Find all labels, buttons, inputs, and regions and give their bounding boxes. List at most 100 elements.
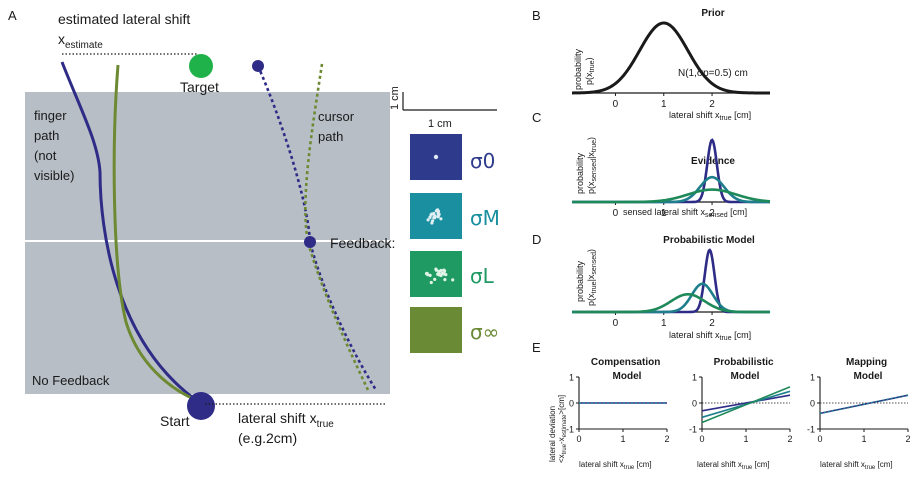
panel-b-ticks: 0 1 2	[613, 93, 715, 110]
target-marker	[189, 54, 213, 78]
panel-e3-line-1	[819, 394, 909, 415]
feedback-label: Feedback:	[330, 235, 395, 251]
true-shift-example: (e.g.2cm)	[238, 430, 297, 446]
panel-e2-ytick-label-1: 0	[692, 399, 697, 409]
sigma-m-dot-13	[432, 211, 436, 216]
sigma-m-dot-7	[428, 215, 432, 219]
panel-b-annotation: N(1,σp=0.5) cm	[678, 68, 748, 79]
panel-d-title: Probabilistic Model	[663, 235, 755, 246]
panel-b-curve-0	[571, 21, 771, 95]
panel-e3-ytick-label-1: 0	[810, 399, 815, 409]
finger-path-olive	[112, 64, 197, 402]
panel-a: A estimated lateral shift xestimate Targ…	[8, 8, 500, 446]
sigma-m-dot-11	[430, 221, 434, 225]
cursor-path-blue	[256, 65, 378, 391]
sigma-l-dot-18	[425, 271, 429, 275]
panel-e3-xtick-label-0: 0	[817, 434, 822, 444]
panel-e2: Probabilistic Model 10-10 1 2 lateral shif…	[689, 357, 793, 471]
panel-d-tick-label-1: 1	[661, 318, 667, 329]
panel-e3-ytick-label-0: 1	[810, 373, 815, 383]
sigma-inf-row: σ∞	[410, 307, 499, 353]
panel-e2-ytick-label-0: 1	[692, 373, 697, 383]
sigma-m-dot-14	[432, 216, 436, 220]
no-feedback-label: No Feedback	[32, 373, 110, 388]
sigma-l-dot-15	[428, 273, 432, 277]
panel-e1-xtick-label-1: 1	[620, 434, 625, 444]
sigma-m-row: σM	[410, 193, 500, 239]
scale-horizontal-label: 1 cm	[428, 118, 452, 130]
start-marker	[187, 392, 215, 420]
panel-d-xlabel: lateral shift xtrue [cm]	[669, 330, 751, 342]
panel-d-tick-label-0: 0	[613, 318, 619, 329]
panel-e3-xtick-label-1: 1	[861, 434, 866, 444]
sigma-l-dot-5	[443, 278, 447, 282]
panel-e2-line-0	[701, 394, 791, 412]
panel-e1-title: Compensation Model	[591, 357, 663, 382]
workspace-panel	[25, 92, 390, 394]
sigma-l-row: σL	[410, 251, 495, 297]
target-label: Target	[180, 79, 219, 95]
panel-c-tick-label-1: 1	[661, 208, 667, 219]
panel-b-tick-label-2: 2	[709, 99, 715, 110]
sigma-m-dot-16	[426, 218, 430, 222]
panel-c-curves	[572, 138, 771, 204]
panel-e3-xtick-label-2: 2	[905, 434, 910, 444]
panel-e2-xlabel: lateral shift xtrue [cm]	[697, 460, 770, 471]
panel-e2-lines	[701, 386, 791, 424]
panel-b-letter: B	[532, 8, 541, 23]
panel-e3-ytick-label-2: -1	[807, 425, 815, 435]
panel-b-ylabel-1: probability	[573, 48, 583, 90]
panel-e2-xtick-label-2: 2	[787, 434, 792, 444]
sigma-l-label: σL	[470, 264, 495, 288]
sigma-l-dot-19	[451, 278, 455, 282]
panel-d-curve-2	[572, 292, 770, 314]
sigma-l-dot-8	[442, 272, 446, 276]
panel-e1-ytick-label-0: 1	[569, 373, 574, 383]
scale-vertical-label: 1 cm	[389, 86, 401, 110]
panel-d-tick-label-2: 2	[709, 318, 715, 329]
finger-path-blue	[60, 61, 197, 402]
sigma-m-dot-10	[436, 208, 440, 212]
sigma-l-dot-16	[429, 280, 433, 285]
panel-e1-xtick-label-0: 0	[576, 434, 581, 444]
panel-b-tick-label-0: 0	[613, 99, 619, 110]
panel-c-xlabel: sensed lateral shift xsensed [cm]	[623, 207, 747, 219]
panel-d-ticks: 0 1 2	[613, 312, 715, 329]
panel-e-ylabel-1: lateral deviation	[548, 406, 557, 462]
sigma-l-dots	[424, 267, 455, 285]
panel-d-curve-1	[572, 282, 770, 314]
panel-b-xlabel: lateral shift xtrue [cm]	[669, 110, 751, 122]
panel-e2-xtick-label-1: 1	[743, 434, 748, 444]
panel-d: D Probabilistic Model probability p(xtru…	[532, 232, 770, 342]
panel-e1-xtick-label-2: 2	[664, 434, 669, 444]
feedback-marker	[304, 236, 316, 248]
panel-c-ylabel-2: p(xsensed|xtrue)	[586, 137, 598, 194]
panel-c-letter: C	[532, 110, 541, 125]
sigma-inf-box	[410, 307, 462, 353]
panel-e2-ytick-label-2: -1	[689, 425, 697, 435]
panel-d-ylabel-2: p(xtrue|xsensed)	[586, 249, 598, 306]
cursor-end-marker	[252, 60, 264, 72]
panel-e1-xlabel: lateral shift xtrue [cm]	[579, 460, 652, 471]
start-label: Start	[160, 413, 190, 429]
panel-d-curves	[572, 248, 770, 314]
sigma-l-dot-9	[433, 277, 437, 281]
panel-e1: Compensation Model 10-10 1 2 lateral shift…	[566, 357, 670, 471]
x-estimate-label: xestimate	[58, 31, 103, 51]
panel-c-title: Evidence	[691, 156, 735, 167]
panel-e2-xtick-label-0: 0	[699, 434, 704, 444]
panel-c-ylabel-1: probability	[575, 152, 585, 194]
panel-d-letter: D	[532, 232, 541, 247]
panel-a-letter: A	[8, 8, 17, 23]
sigma-l-dot-11	[439, 268, 443, 273]
sigma-m-dot-1	[439, 217, 443, 221]
panel-b-title: Prior	[701, 8, 724, 19]
panel-c-curve-2	[572, 188, 771, 204]
sigma-l-dot-21	[436, 272, 440, 276]
sigma-m-label: σM	[470, 206, 500, 230]
panel-e2-line-2	[701, 386, 791, 424]
panel-b: B Prior probability p(xtrue) 0 1 2 N(1,σp=…	[532, 8, 771, 122]
panel-d-ylabel-1: probability	[575, 260, 585, 302]
sigma-0-dot	[433, 154, 439, 160]
